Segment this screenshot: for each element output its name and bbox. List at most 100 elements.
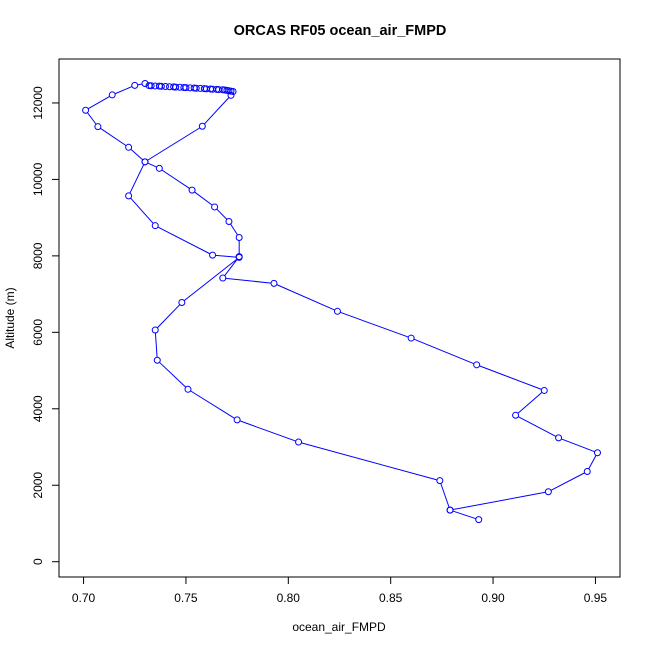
y-tick-label: 6000 <box>31 319 45 346</box>
data-point <box>94 123 102 131</box>
x-tick-label: 0.90 <box>481 591 505 605</box>
series-line-segment <box>440 483 450 508</box>
data-point <box>555 434 563 442</box>
data-point <box>170 83 178 91</box>
series-line-segment <box>159 361 187 388</box>
y-axis-label: Altitude (m) <box>3 287 17 348</box>
data-point <box>125 192 133 200</box>
data-point <box>540 386 548 394</box>
series-line-segment <box>452 491 546 511</box>
data-point <box>131 81 139 89</box>
data-point <box>178 299 186 307</box>
data-point <box>141 79 149 87</box>
x-tick-label: 0.95 <box>584 591 608 605</box>
data-point <box>473 361 481 369</box>
series-line-segment <box>137 83 143 86</box>
data-point <box>108 91 116 99</box>
data-point <box>198 122 206 130</box>
data-point <box>233 416 241 424</box>
series-line-segment <box>517 392 543 414</box>
series-line-segment <box>114 86 133 95</box>
series-layer <box>82 79 601 524</box>
x-axis: 0.70 0.75 0.80 0.85 0.90 0.95 <box>72 576 608 605</box>
data-point <box>436 477 444 485</box>
data-point <box>225 217 233 225</box>
data-point <box>407 334 415 342</box>
y-tick-label: 12000 <box>31 86 45 120</box>
series-line-segment <box>479 365 542 390</box>
series-line-segment <box>147 127 201 161</box>
data-point <box>155 164 163 172</box>
series-line-segment <box>340 311 409 338</box>
series-line-segment <box>588 455 597 470</box>
data-point <box>141 158 149 166</box>
x-tick-label: 0.75 <box>174 591 198 605</box>
data-point <box>188 186 196 194</box>
series-line-segment <box>550 472 585 491</box>
data-point <box>544 488 552 496</box>
y-axis: 0 2000 4000 6000 8000 10000 12000 <box>31 86 60 565</box>
data-point <box>211 203 219 211</box>
data-point <box>475 516 483 524</box>
y-tick-label: 0 <box>31 558 45 565</box>
series-line-segment <box>130 148 144 161</box>
data-point <box>184 385 192 393</box>
series-line-segment <box>225 277 272 284</box>
data-point <box>446 506 454 514</box>
series-line-segment <box>100 127 127 147</box>
y-tick-label: 8000 <box>31 242 45 269</box>
data-point <box>235 234 243 242</box>
data-point <box>125 143 133 151</box>
series-line-segment <box>130 197 154 224</box>
x-tick-label: 0.85 <box>379 591 403 605</box>
series-line-segment <box>561 438 595 453</box>
data-point <box>180 83 188 91</box>
data-point <box>200 85 208 93</box>
data-point <box>190 84 198 92</box>
series-line-segment <box>183 258 238 302</box>
data-point <box>151 222 159 230</box>
series-line-segment <box>276 284 335 311</box>
x-axis-label: ocean_air_FMPD <box>292 620 386 634</box>
series-line-segment <box>452 510 477 520</box>
chart-title: ORCAS RF05 ocean_air_FMPD <box>234 23 447 39</box>
series-line-segment <box>129 164 145 194</box>
series-line-segment <box>156 304 181 329</box>
series-line-segment <box>161 169 190 189</box>
data-point <box>209 251 217 259</box>
series-line-segment <box>230 223 238 236</box>
data-point <box>145 82 153 90</box>
series-line-segment <box>301 442 438 481</box>
series-line-segment <box>154 333 158 358</box>
data-point <box>583 467 591 475</box>
series-line-segment <box>157 226 211 255</box>
data-point <box>166 83 174 91</box>
series-line-segment <box>239 420 296 442</box>
series-line-segment <box>147 162 157 168</box>
data-point <box>153 356 161 364</box>
x-tick-label: 0.70 <box>72 591 96 605</box>
data-point <box>295 438 303 446</box>
series-line-segment <box>194 191 213 206</box>
data-point <box>235 253 243 261</box>
data-point <box>593 449 601 457</box>
series-line-segment <box>224 258 238 276</box>
series-line-segment <box>413 338 475 365</box>
series-line-segment <box>190 390 235 419</box>
data-point <box>512 411 520 419</box>
data-point <box>333 307 341 315</box>
data-point <box>155 82 163 90</box>
x-tick-label: 0.80 <box>277 591 301 605</box>
data-point <box>82 106 90 114</box>
data-point <box>227 91 235 99</box>
series-line-segment <box>203 97 230 125</box>
series-line-segment <box>518 416 557 437</box>
y-tick-label: 2000 <box>31 472 45 499</box>
series-line-segment <box>87 112 97 125</box>
y-tick-label: 4000 <box>31 395 45 422</box>
series-line-segment <box>87 95 110 110</box>
series-line-segment <box>215 254 237 258</box>
data-point <box>270 279 278 287</box>
